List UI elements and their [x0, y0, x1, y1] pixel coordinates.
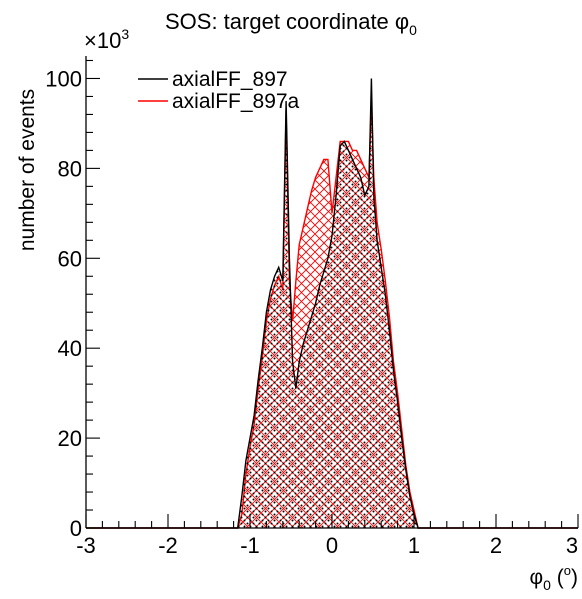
- axis-layer: 0 20 40 60 80 100 -3 -2 -1 0 1 2 3: [45, 56, 579, 558]
- x-tick-label: 3: [566, 533, 578, 558]
- series-line-axialff-897: [86, 78, 578, 529]
- x-axis-label: φ0 (o): [530, 563, 578, 593]
- x-tick-label: -3: [76, 533, 96, 558]
- y-tick-label: 20: [58, 426, 82, 451]
- series-fill-axialff-897: [86, 78, 578, 528]
- y-tick-label: 0: [70, 516, 82, 541]
- y-multiplier: ×103: [84, 26, 129, 53]
- y-tick-label: 40: [58, 336, 82, 361]
- legend-label-axialff-897: axialFF_897: [172, 68, 288, 91]
- x-tick-label: 0: [326, 533, 338, 558]
- x-tick-label: -2: [158, 533, 178, 558]
- x-tick-label: -1: [240, 533, 260, 558]
- y-axis-label: number of events: [16, 89, 39, 251]
- series-layer: [86, 78, 578, 529]
- y-tick-label: 100: [45, 66, 82, 91]
- y-tick-label: 60: [58, 246, 82, 271]
- x-tick-label: 1: [408, 533, 420, 558]
- legend: axialFF_897 axialFF_897a: [138, 68, 300, 113]
- y-tick-label: 80: [58, 156, 82, 181]
- x-tick-label: 2: [490, 533, 502, 558]
- legend-label-axialff-897a: axialFF_897a: [172, 90, 300, 113]
- chart-title: SOS: target coordinate φ0: [165, 9, 417, 38]
